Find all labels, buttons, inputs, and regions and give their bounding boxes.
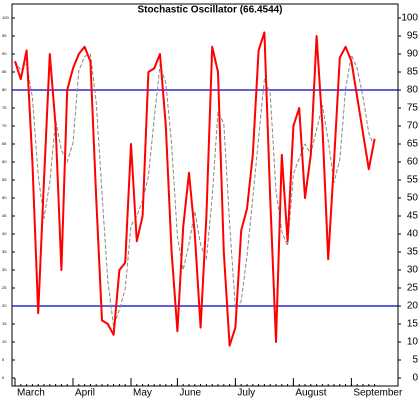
chart-title: Stochastic Oscillator (66.4544)	[137, 5, 282, 16]
y-tick-label-left: 50	[2, 195, 7, 200]
y-tick-label-left: 55	[2, 177, 7, 182]
y-tick-label: 50	[407, 193, 419, 204]
y-tick-label: 15	[407, 319, 419, 330]
y-tick-label: 40	[407, 229, 419, 240]
x-tick-label: May	[133, 388, 152, 399]
y-tick-label-left: 95	[2, 33, 7, 38]
y-tick-label-left: 0	[2, 375, 5, 380]
x-tick-label: June	[179, 388, 201, 399]
y-tick-label-left: 25	[2, 285, 7, 290]
y-tick-label-left: 35	[2, 249, 7, 254]
y-tick-label-left: 5	[2, 357, 5, 362]
y-tick-label-left: 70	[2, 123, 7, 128]
x-tick-label: July	[237, 388, 255, 399]
y-tick-label-left: 80	[2, 87, 7, 92]
y-tick-label-left: 10	[2, 339, 7, 344]
x-tick-label: August	[295, 388, 326, 399]
y-tick-label: 55	[407, 175, 419, 186]
y-tick-label: 60	[407, 157, 419, 168]
y-tick-label-left: 100	[2, 15, 9, 20]
y-tick-label: 100	[401, 13, 418, 24]
x-tick-label: September	[353, 388, 403, 399]
y-tick-label: 30	[407, 265, 419, 276]
y-tick-label: 35	[407, 247, 419, 258]
y-tick-label-left: 20	[2, 303, 7, 308]
x-tick-label: March	[17, 388, 45, 399]
y-tick-label-left: 30	[2, 267, 7, 272]
y-tick-label: 20	[407, 301, 419, 312]
y-tick-label-left: 15	[2, 321, 7, 326]
y-tick-label-left: 45	[2, 213, 7, 218]
plot-frame	[11, 3, 399, 387]
y-tick-label: 0	[412, 373, 418, 384]
y-tick-label-left: 40	[2, 231, 7, 236]
series-line	[14, 53, 376, 327]
y-tick-label: 65	[407, 139, 419, 150]
y-tick-label: 25	[407, 283, 419, 294]
y-tick-label: 10	[407, 337, 419, 348]
y-tick-label: 5	[412, 355, 418, 366]
y-tick-label: 95	[407, 31, 419, 42]
y-tick-label: 70	[407, 121, 419, 132]
y-tick-label: 90	[407, 49, 419, 60]
x-tick-label: April	[75, 388, 95, 399]
y-tick-label-left: 90	[2, 51, 7, 56]
y-tick-label-left: 85	[2, 69, 7, 74]
y-tick-label-left: 75	[2, 105, 7, 110]
series-line	[14, 31, 376, 347]
y-tick-label: 80	[407, 85, 419, 96]
y-tick-label: 75	[407, 103, 419, 114]
y-tick-label: 45	[407, 211, 419, 222]
y-tick-label-left: 60	[2, 159, 7, 164]
y-tick-label-left: 65	[2, 141, 7, 146]
y-tick-label: 85	[407, 67, 419, 78]
